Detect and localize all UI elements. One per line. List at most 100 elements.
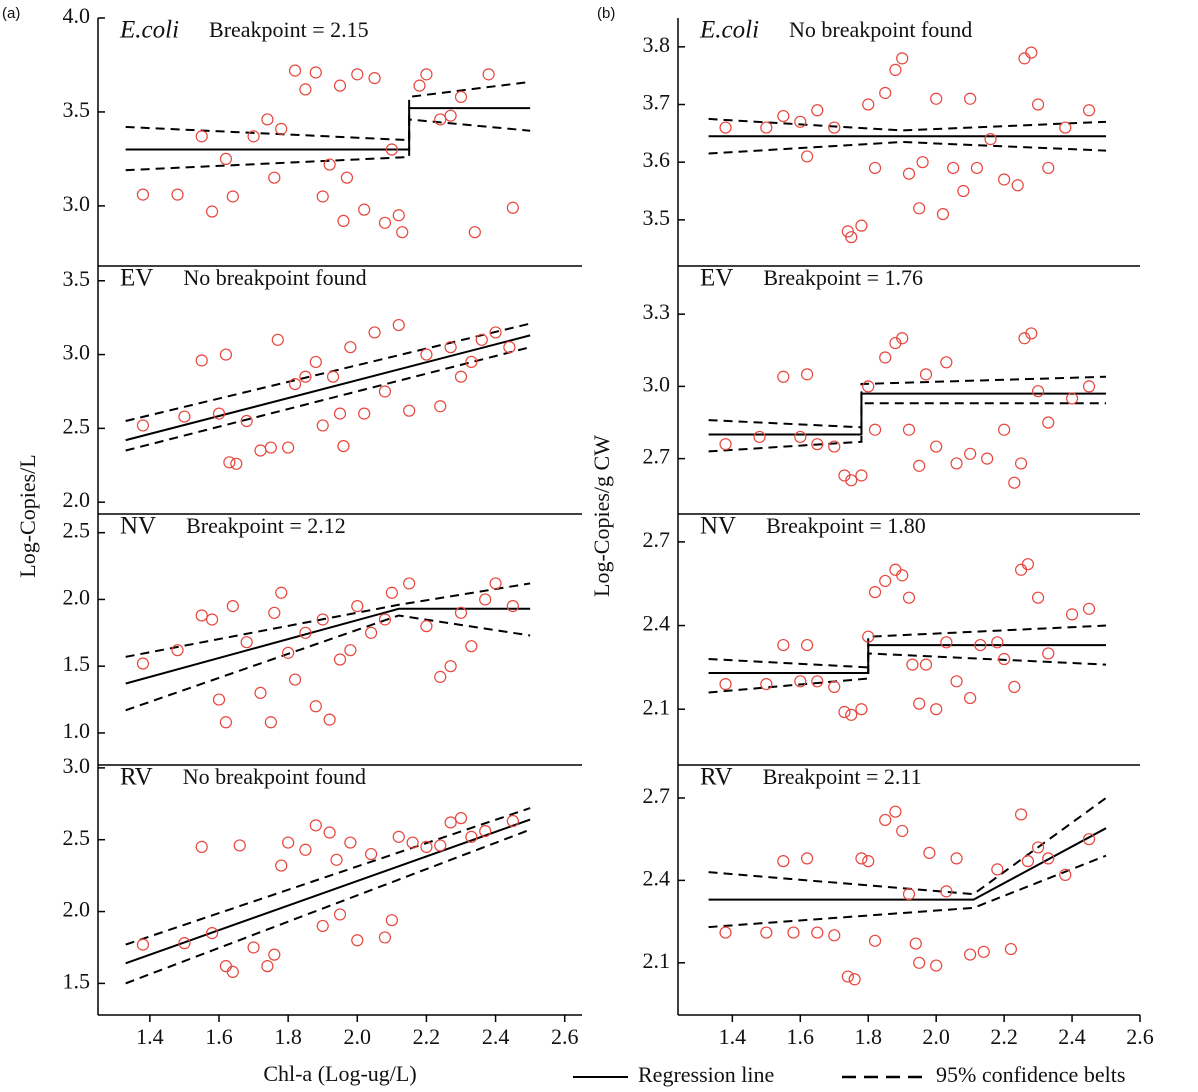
- data-point: [896, 569, 909, 582]
- data-point: [879, 351, 892, 364]
- data-point: [1031, 385, 1045, 398]
- data-point: [468, 226, 481, 239]
- data-point: [794, 115, 807, 128]
- data-point: [868, 585, 882, 599]
- data-point: [800, 150, 814, 163]
- x-tick-label: 2.2: [413, 1024, 441, 1049]
- x-tick-label: 1.6: [787, 1024, 815, 1049]
- data-point: [889, 563, 902, 576]
- data-point: [434, 670, 447, 683]
- data-point: [195, 354, 208, 367]
- data-point: [282, 441, 295, 454]
- panel-title: NV: [700, 513, 736, 540]
- confidence-belt: [125, 346, 531, 452]
- data-point: [760, 678, 773, 691]
- data-point: [309, 819, 322, 832]
- data-point: [855, 852, 868, 865]
- data-point: [254, 444, 267, 457]
- data-point: [902, 888, 916, 901]
- data-point: [828, 440, 841, 453]
- data-point: [323, 713, 336, 726]
- data-point: [434, 839, 447, 852]
- data-point: [333, 653, 347, 666]
- data-point: [309, 355, 322, 369]
- data-point: [171, 188, 184, 201]
- data-point: [136, 419, 150, 432]
- data-point: [195, 609, 208, 622]
- data-point: [358, 203, 371, 216]
- y-tick-label: 3.0: [63, 340, 91, 365]
- data-point: [845, 708, 858, 721]
- data-point: [841, 970, 854, 983]
- data-point: [136, 188, 150, 201]
- data-point: [800, 638, 814, 652]
- data-point: [282, 646, 295, 659]
- data-point: [913, 956, 926, 969]
- data-point: [233, 839, 246, 852]
- data-point: [868, 423, 882, 436]
- data-point: [940, 885, 953, 898]
- data-point: [247, 130, 260, 143]
- data-point: [896, 332, 909, 345]
- data-point: [1015, 457, 1028, 470]
- data-point: [913, 459, 926, 472]
- breakpoint-annotation: No breakpoint found: [789, 17, 972, 42]
- data-point: [420, 840, 433, 853]
- panel-title: RV: [700, 764, 733, 791]
- data-point: [1082, 602, 1096, 615]
- y-tick-label: 3.5: [643, 205, 671, 230]
- data-point: [1042, 852, 1055, 865]
- y-tick-label: 2.7: [643, 527, 671, 552]
- data-point: [936, 207, 950, 221]
- y-tick-label: 2.4: [643, 611, 671, 636]
- data-point: [868, 934, 882, 947]
- x-tick-label: 1.8: [274, 1024, 302, 1049]
- data-point: [323, 158, 336, 171]
- data-point: [879, 86, 892, 100]
- data-point: [800, 368, 814, 381]
- data-point: [919, 658, 933, 671]
- confidence-belt: [125, 807, 531, 946]
- data-point: [862, 630, 875, 643]
- data-point: [909, 937, 922, 950]
- data-point: [205, 927, 219, 940]
- data-point: [323, 826, 336, 839]
- data-point: [195, 130, 208, 143]
- data-point: [444, 341, 457, 354]
- data-point: [964, 92, 977, 105]
- data-point: [855, 703, 868, 716]
- data-point: [902, 591, 916, 604]
- data-point: [947, 161, 960, 175]
- data-point: [760, 926, 773, 939]
- data-point: [981, 452, 994, 465]
- data-point: [1008, 680, 1021, 694]
- confidence-belt: [125, 828, 531, 985]
- data-point: [316, 419, 329, 432]
- breakpoint-annotation: No breakpoint found: [183, 764, 366, 789]
- data-point: [454, 90, 468, 104]
- confidence-belt: [708, 652, 1107, 694]
- data-point: [1021, 855, 1034, 868]
- y-tick-label: 3.6: [643, 147, 671, 172]
- data-point: [828, 121, 841, 134]
- data-point: [136, 657, 150, 670]
- panel-label: (b): [597, 5, 615, 22]
- data-point: [316, 613, 329, 626]
- data-point: [1031, 98, 1045, 111]
- data-point: [923, 846, 936, 860]
- data-point: [862, 380, 875, 393]
- data-point: [719, 926, 732, 939]
- data-point: [913, 697, 926, 710]
- y-tick-label: 1.0: [63, 718, 91, 743]
- confidence-belt: [708, 624, 1107, 669]
- breakpoint-annotation: No breakpoint found: [183, 265, 366, 290]
- data-point: [777, 638, 790, 652]
- data-point: [919, 368, 933, 381]
- y-tick-label: 1.5: [63, 651, 91, 676]
- data-point: [930, 92, 943, 105]
- data-point: [1011, 179, 1024, 192]
- data-point: [230, 457, 243, 470]
- x-tick-label: 2.4: [482, 1024, 510, 1049]
- data-point: [489, 326, 502, 339]
